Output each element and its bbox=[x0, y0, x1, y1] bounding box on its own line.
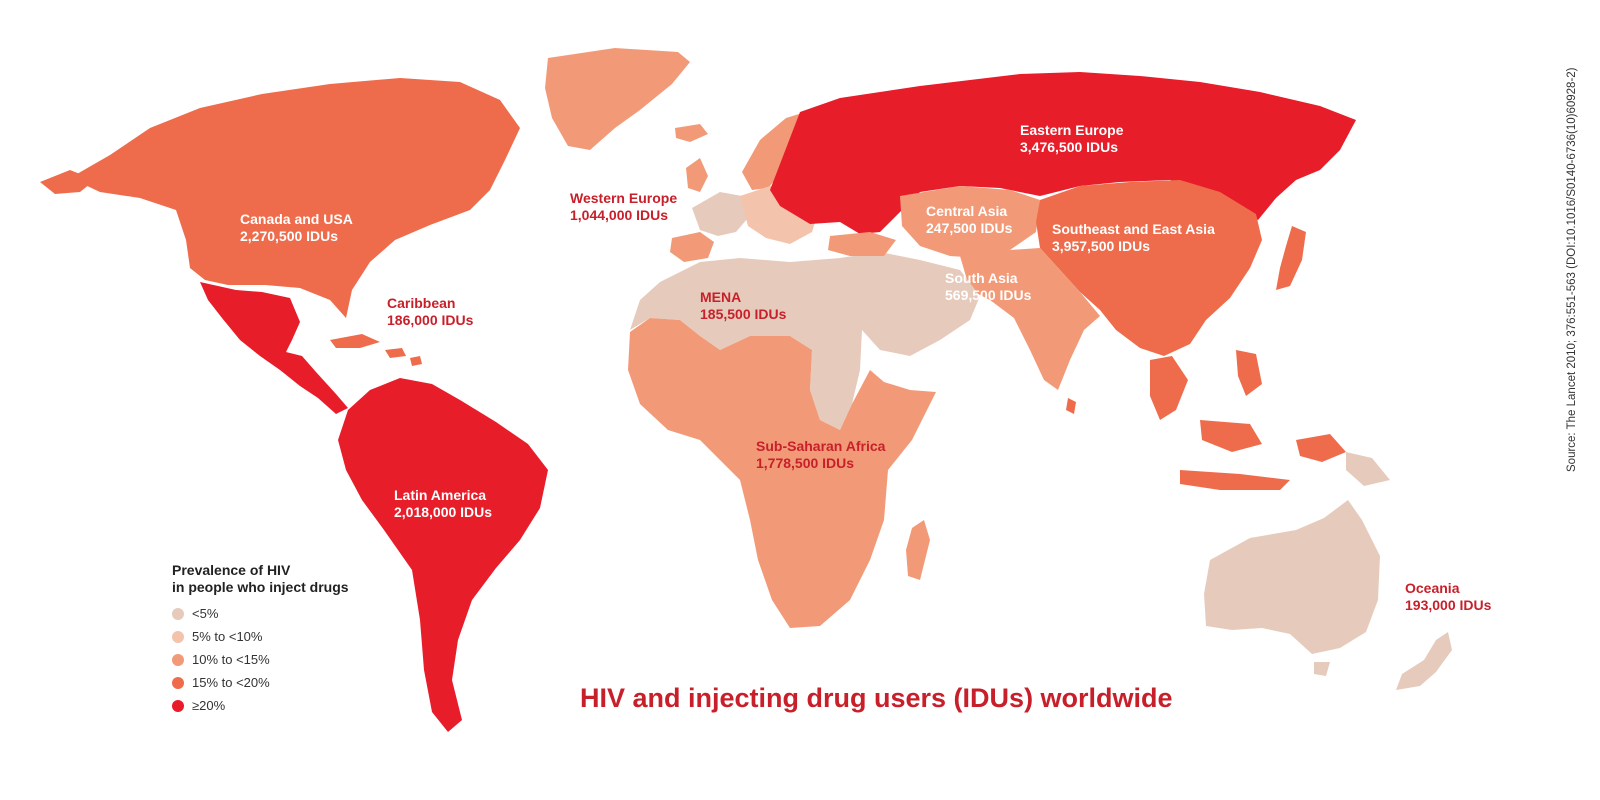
region-label-western-europe: Western Europe 1,044,000 IDUs bbox=[570, 190, 677, 224]
region-turkey bbox=[828, 232, 896, 256]
region-new-zealand bbox=[1396, 632, 1452, 690]
region-new-guinea bbox=[1296, 434, 1346, 462]
region-iceland bbox=[675, 124, 708, 142]
region-name: Caribbean bbox=[387, 295, 456, 311]
region-iberia bbox=[670, 232, 714, 262]
region-mexico-central-america bbox=[200, 282, 348, 414]
legend-label: 10% to <15% bbox=[192, 652, 270, 667]
region-southeast-asia-islands bbox=[1150, 350, 1290, 490]
region-value: 186,000 IDUs bbox=[387, 312, 474, 328]
legend-label: 5% to <10% bbox=[192, 629, 263, 644]
legend-swatch bbox=[172, 630, 184, 643]
legend-title: Prevalence of HIV in people who inject d… bbox=[172, 562, 349, 595]
legend-label: <5% bbox=[192, 606, 219, 621]
region-png bbox=[1346, 452, 1390, 486]
region-japan bbox=[1276, 226, 1306, 290]
region-label-sub-saharan-africa: Sub-Saharan Africa 1,778,500 IDUs bbox=[756, 438, 885, 472]
region-madagascar bbox=[906, 520, 930, 580]
legend-swatch bbox=[172, 699, 184, 712]
region-name: Sub-Saharan Africa bbox=[756, 438, 886, 454]
region-sri-lanka bbox=[1066, 398, 1076, 414]
map-title: HIV and injecting drug users (IDUs) worl… bbox=[580, 683, 1173, 713]
source-citation: Source: The Lancet 2010; 376:551-563 (DO… bbox=[1566, 67, 1578, 473]
region-greenland bbox=[545, 48, 690, 150]
region-uk bbox=[686, 158, 708, 192]
region-caribbean bbox=[330, 334, 422, 366]
region-name: South Asia bbox=[945, 270, 1018, 286]
region-label-mena: MENA 185,500 IDUs bbox=[700, 289, 786, 323]
region-name: MENA bbox=[700, 289, 742, 305]
region-value: 185,500 IDUs bbox=[700, 306, 787, 322]
region-value: 2,018,000 IDUs bbox=[394, 504, 493, 520]
region-label-latin-america: Latin America 2,018,000 IDUs bbox=[394, 487, 492, 521]
region-value: 2,270,500 IDUs bbox=[240, 228, 339, 244]
legend-swatch bbox=[172, 676, 184, 689]
region-name: Latin America bbox=[394, 487, 487, 503]
region-alaska bbox=[40, 170, 95, 194]
region-name: Eastern Europe bbox=[1020, 122, 1124, 138]
region-label-central-asia: Central Asia 247,500 IDUs bbox=[926, 203, 1012, 237]
legend-item: ≥20% bbox=[172, 694, 349, 717]
legend-label: ≥20% bbox=[192, 698, 226, 713]
region-label-caribbean: Caribbean 186,000 IDUs bbox=[387, 295, 473, 329]
legend-item: <5% bbox=[172, 602, 349, 625]
region-canada-usa bbox=[70, 78, 520, 318]
region-name: Oceania bbox=[1405, 580, 1460, 596]
region-southeast-east-asia bbox=[1036, 180, 1262, 356]
region-label-south-asia: South Asia 569,500 IDUs bbox=[945, 270, 1031, 304]
region-label-southeast-east-asia: Southeast and East Asia 3,957,500 IDUs bbox=[1052, 221, 1215, 255]
region-name: Southeast and East Asia bbox=[1052, 221, 1215, 237]
region-latin-america bbox=[338, 378, 548, 732]
legend-label: 15% to <20% bbox=[192, 675, 270, 690]
region-value: 1,778,500 IDUs bbox=[756, 455, 855, 471]
region-value: 3,957,500 IDUs bbox=[1052, 238, 1151, 254]
legend-swatch bbox=[172, 653, 184, 666]
region-name: Western Europe bbox=[570, 190, 678, 206]
region-sub-saharan-africa bbox=[628, 318, 936, 628]
legend-items: <5% 5% to <10% 10% to <15% 15% to <20% ≥… bbox=[172, 602, 349, 717]
region-central-asia bbox=[900, 186, 1040, 258]
region-value: 569,500 IDUs bbox=[945, 287, 1032, 303]
legend-item: 10% to <15% bbox=[172, 648, 349, 671]
region-label-eastern-europe: Eastern Europe 3,476,500 IDUs bbox=[1020, 122, 1123, 156]
region-mena bbox=[630, 252, 980, 430]
region-value: 193,000 IDUs bbox=[1405, 597, 1492, 613]
legend-swatch bbox=[172, 607, 184, 620]
region-value: 3,476,500 IDUs bbox=[1020, 139, 1119, 155]
region-south-asia bbox=[960, 248, 1100, 390]
region-label-oceania: Oceania 193,000 IDUs bbox=[1405, 580, 1491, 614]
region-australia bbox=[1204, 500, 1380, 654]
region-name: Central Asia bbox=[926, 203, 1008, 219]
legend-item: 5% to <10% bbox=[172, 625, 349, 648]
legend-item: 15% to <20% bbox=[172, 671, 349, 694]
region-tasmania bbox=[1314, 662, 1330, 676]
region-value: 247,500 IDUs bbox=[926, 220, 1013, 236]
region-value: 1,044,000 IDUs bbox=[570, 207, 669, 223]
region-name: Canada and USA bbox=[240, 211, 353, 227]
region-label-canada-usa: Canada and USA 2,270,500 IDUs bbox=[240, 211, 353, 245]
region-western-europe bbox=[692, 192, 748, 236]
legend: Prevalence of HIV in people who inject d… bbox=[172, 562, 349, 717]
